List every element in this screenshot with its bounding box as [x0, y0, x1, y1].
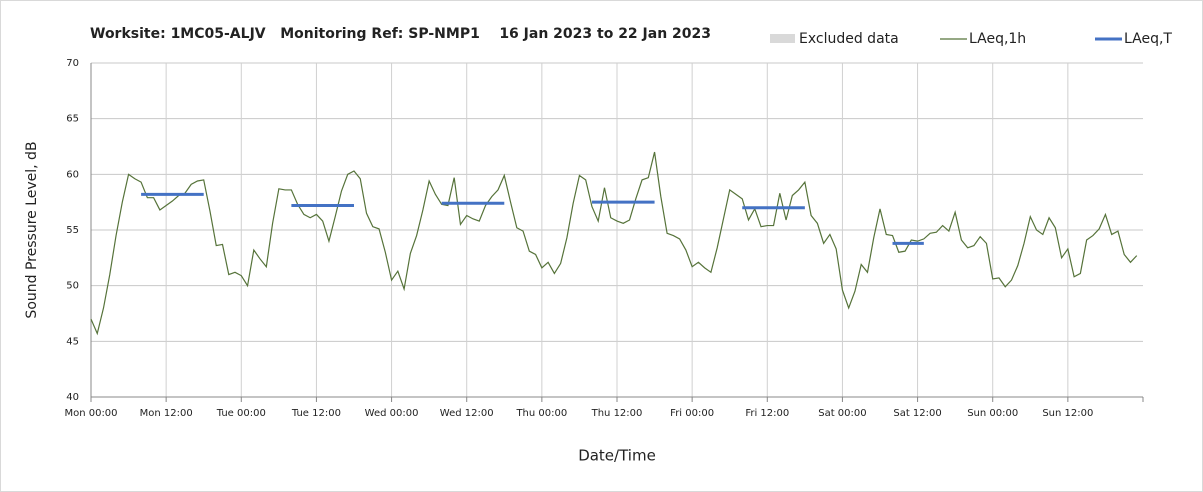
x-axis-label: Date/Time [578, 447, 656, 465]
legend-label: Excluded data [799, 31, 899, 47]
x-tick-label: Thu 12:00 [591, 408, 643, 419]
legend-label: LAeq,T [1124, 31, 1172, 47]
x-tick-label: Sat 12:00 [893, 408, 941, 419]
x-tick-label: Tue 12:00 [291, 408, 341, 419]
x-tick-label: Thu 00:00 [515, 408, 567, 419]
x-tick-label: Tue 00:00 [216, 408, 266, 419]
x-tick-label: Sun 12:00 [1042, 408, 1093, 419]
y-tick-label: 45 [66, 336, 79, 347]
chart-title: Worksite: 1MC05-ALJV Monitoring Ref: SP-… [90, 26, 711, 42]
x-tick-label: Sat 00:00 [818, 408, 866, 419]
y-tick-label: 55 [66, 225, 79, 236]
x-tick-label: Wed 00:00 [365, 408, 419, 419]
y-tick-label: 50 [66, 281, 79, 292]
y-tick-label: 70 [66, 58, 79, 69]
x-tick-label: Mon 00:00 [64, 408, 117, 419]
x-tick-label: Wed 12:00 [440, 408, 494, 419]
y-tick-label: 40 [66, 392, 79, 403]
x-tick-label: Mon 12:00 [140, 408, 193, 419]
y-tick-label: 65 [66, 114, 79, 125]
legend-label: LAeq,1h [969, 31, 1026, 47]
x-tick-label: Sun 00:00 [967, 408, 1018, 419]
legend-swatch [770, 34, 795, 43]
y-axis-label: Sound Pressure Level, dB [24, 141, 40, 318]
x-tick-label: Fri 12:00 [745, 408, 789, 419]
x-tick-label: Fri 00:00 [670, 408, 714, 419]
series-line [90, 151, 1138, 336]
y-tick-label: 60 [66, 169, 79, 180]
